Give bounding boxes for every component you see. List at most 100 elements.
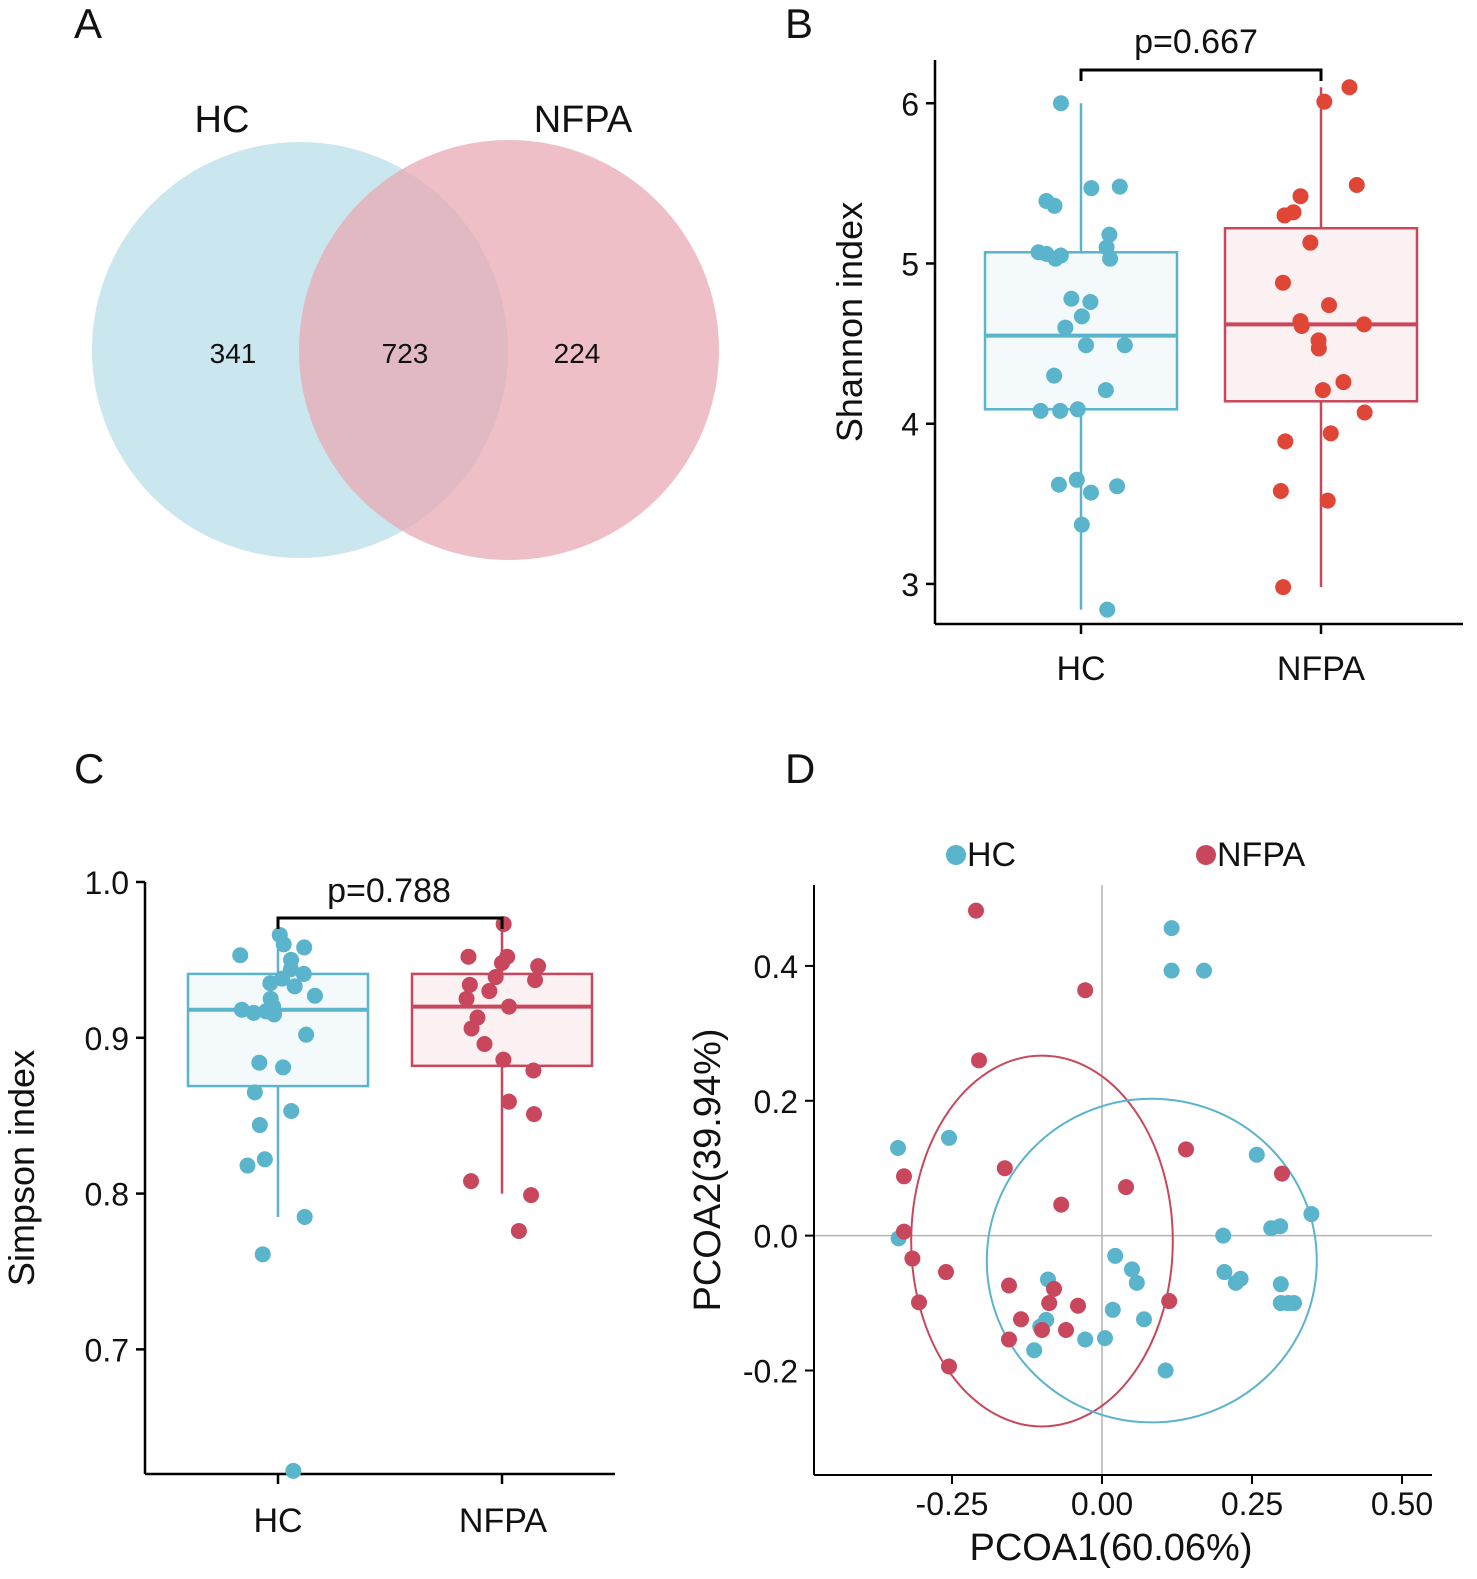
pcoa-ellipse-nfpa: [910, 1054, 1174, 1428]
simpson-point-hc: [298, 1026, 315, 1043]
pcoa-point-hc: [1097, 1330, 1113, 1347]
pcoa-point-hc: [1227, 1274, 1244, 1291]
pcoa-y-tick-label: 0.0: [754, 1219, 798, 1255]
simpson-x-tick-label-nfpa: NFPA: [459, 1502, 547, 1540]
shannon-point-nfpa: [1310, 340, 1327, 357]
simpson-y-axis-title: Simpson index: [1, 1050, 42, 1286]
simpson-point-hc: [266, 1006, 283, 1023]
shannon-point-hc: [1099, 601, 1116, 618]
pcoa-y-tick-label: -0.2: [743, 1353, 798, 1389]
shannon-point-hc: [1052, 402, 1069, 419]
venn-set-label-nfpa: NFPA: [534, 99, 633, 141]
shannon-point-nfpa: [1314, 382, 1331, 399]
shannon-point-nfpa: [1335, 374, 1352, 391]
pcoa-point-hc: [1272, 1276, 1289, 1293]
simpson-point-nfpa: [526, 1106, 543, 1123]
simpson-point-hc: [286, 978, 303, 995]
shannon-x-tick-label-hc: HC: [1056, 650, 1105, 688]
shannon-point-nfpa: [1277, 433, 1294, 450]
simpson-point-hc: [232, 947, 249, 964]
pcoa-x-tick-label: 0.00: [1071, 1486, 1133, 1522]
simpson-point-nfpa: [493, 955, 510, 972]
simpson-point-hc: [275, 1059, 292, 1076]
pcoa-panel: PCOA1(60.06%) PCOA2(39.94%) HC NFPA -0.2…: [687, 836, 1433, 1569]
pcoa-point-hc: [1107, 1247, 1124, 1264]
pcoa-point-nfpa: [911, 1294, 927, 1311]
pcoa-point-hc: [1026, 1342, 1043, 1359]
shannon-point-nfpa: [1274, 274, 1291, 291]
simpson-y-tick-label: 0.8: [85, 1177, 129, 1213]
shannon-y-tick-label: 4: [901, 407, 919, 443]
shannon-point-nfpa: [1356, 404, 1373, 421]
pcoa-point-nfpa: [1058, 1322, 1074, 1339]
pcoa-point-hc: [1124, 1261, 1140, 1278]
shannon-point-hc: [1078, 337, 1095, 354]
shannon-point-hc: [1111, 178, 1128, 195]
shannon-point-nfpa: [1348, 176, 1365, 193]
simpson-y-tick-label: 1.0: [85, 865, 129, 901]
shannon-point-nfpa: [1322, 425, 1339, 442]
simpson-point-nfpa: [487, 969, 504, 986]
simpson-point-nfpa: [527, 972, 544, 989]
simpson-significance-bracket: [276, 916, 504, 929]
simpson-point-hc: [251, 1054, 268, 1071]
shannon-point-nfpa: [1341, 79, 1358, 96]
pcoa-point-nfpa: [971, 1052, 987, 1069]
simpson-point-nfpa: [525, 1062, 542, 1079]
shannon-point-nfpa: [1356, 316, 1373, 333]
simpson-point-hc: [245, 1004, 262, 1021]
simpson-p-value: p=0.788: [327, 872, 451, 910]
shannon-point-hc: [1083, 180, 1100, 197]
shannon-point-nfpa: [1321, 297, 1338, 314]
shannon-point-hc: [1069, 401, 1086, 418]
simpson-x-tick-label-hc: HC: [253, 1502, 302, 1540]
simpson-point-nfpa: [461, 976, 478, 993]
pcoa-point-nfpa: [968, 902, 984, 919]
pcoa-point-nfpa: [1077, 982, 1094, 999]
shannon-point-hc: [1082, 293, 1099, 310]
pcoa-point-hc: [1104, 1301, 1121, 1318]
simpson-point-hc: [295, 965, 312, 982]
venn-set-label-hc: HC: [195, 99, 250, 141]
shannon-point-hc: [1063, 290, 1080, 307]
panel-label-d: D: [785, 745, 815, 792]
simpson-point-hc: [275, 936, 292, 953]
simpson-point-nfpa: [530, 958, 547, 975]
shannon-point-nfpa: [1275, 579, 1292, 596]
panel-label-a: A: [74, 0, 102, 47]
simpson-y-tick-label: 0.7: [85, 1332, 129, 1368]
shannon-y-axis-title: Shannon index: [829, 202, 870, 442]
simpson-point-nfpa: [463, 1173, 480, 1190]
pcoa-point-nfpa: [1118, 1179, 1134, 1196]
shannon-box-nfpa: [1223, 226, 1419, 403]
shannon-point-hc: [1052, 95, 1069, 112]
pcoa-point-nfpa: [1070, 1297, 1086, 1314]
pcoa-point-nfpa: [996, 1160, 1013, 1177]
pcoa-point-nfpa: [1161, 1293, 1178, 1310]
shannon-point-hc: [1097, 382, 1114, 399]
shannon-y-tick-label: 6: [901, 86, 919, 122]
pcoa-point-nfpa: [1053, 1196, 1070, 1213]
pcoa-point-nfpa: [1041, 1295, 1058, 1312]
shannon-point-nfpa: [1316, 93, 1333, 110]
simpson-box-nfpa: [410, 972, 594, 1068]
pcoa-point-nfpa: [1034, 1322, 1050, 1339]
simpson-point-hc: [306, 987, 323, 1004]
simpson-point-nfpa: [500, 998, 517, 1015]
pcoa-point-nfpa: [896, 1168, 912, 1185]
pcoa-point-nfpa: [941, 1358, 957, 1375]
simpson-point-hc: [296, 939, 313, 956]
shannon-point-nfpa: [1319, 492, 1336, 509]
venn-count-hc-only: 341: [210, 338, 257, 369]
pcoa-y-tick-label: 0.4: [754, 949, 798, 985]
pcoa-point-hc: [1263, 1220, 1280, 1237]
shannon-point-hc: [1046, 197, 1063, 214]
pcoa-point-hc: [1128, 1274, 1145, 1291]
panel-label-b: B: [785, 0, 813, 47]
simpson-point-hc: [296, 1208, 313, 1225]
shannon-point-hc: [1109, 478, 1126, 495]
simpson-point-nfpa: [500, 1093, 517, 1110]
shannon-boxplot-panel: Shannon index p=0.667 HC NFPA 3 4 5 6: [829, 23, 1463, 688]
shannon-point-hc: [1073, 308, 1090, 325]
shannon-point-hc: [1050, 476, 1067, 493]
